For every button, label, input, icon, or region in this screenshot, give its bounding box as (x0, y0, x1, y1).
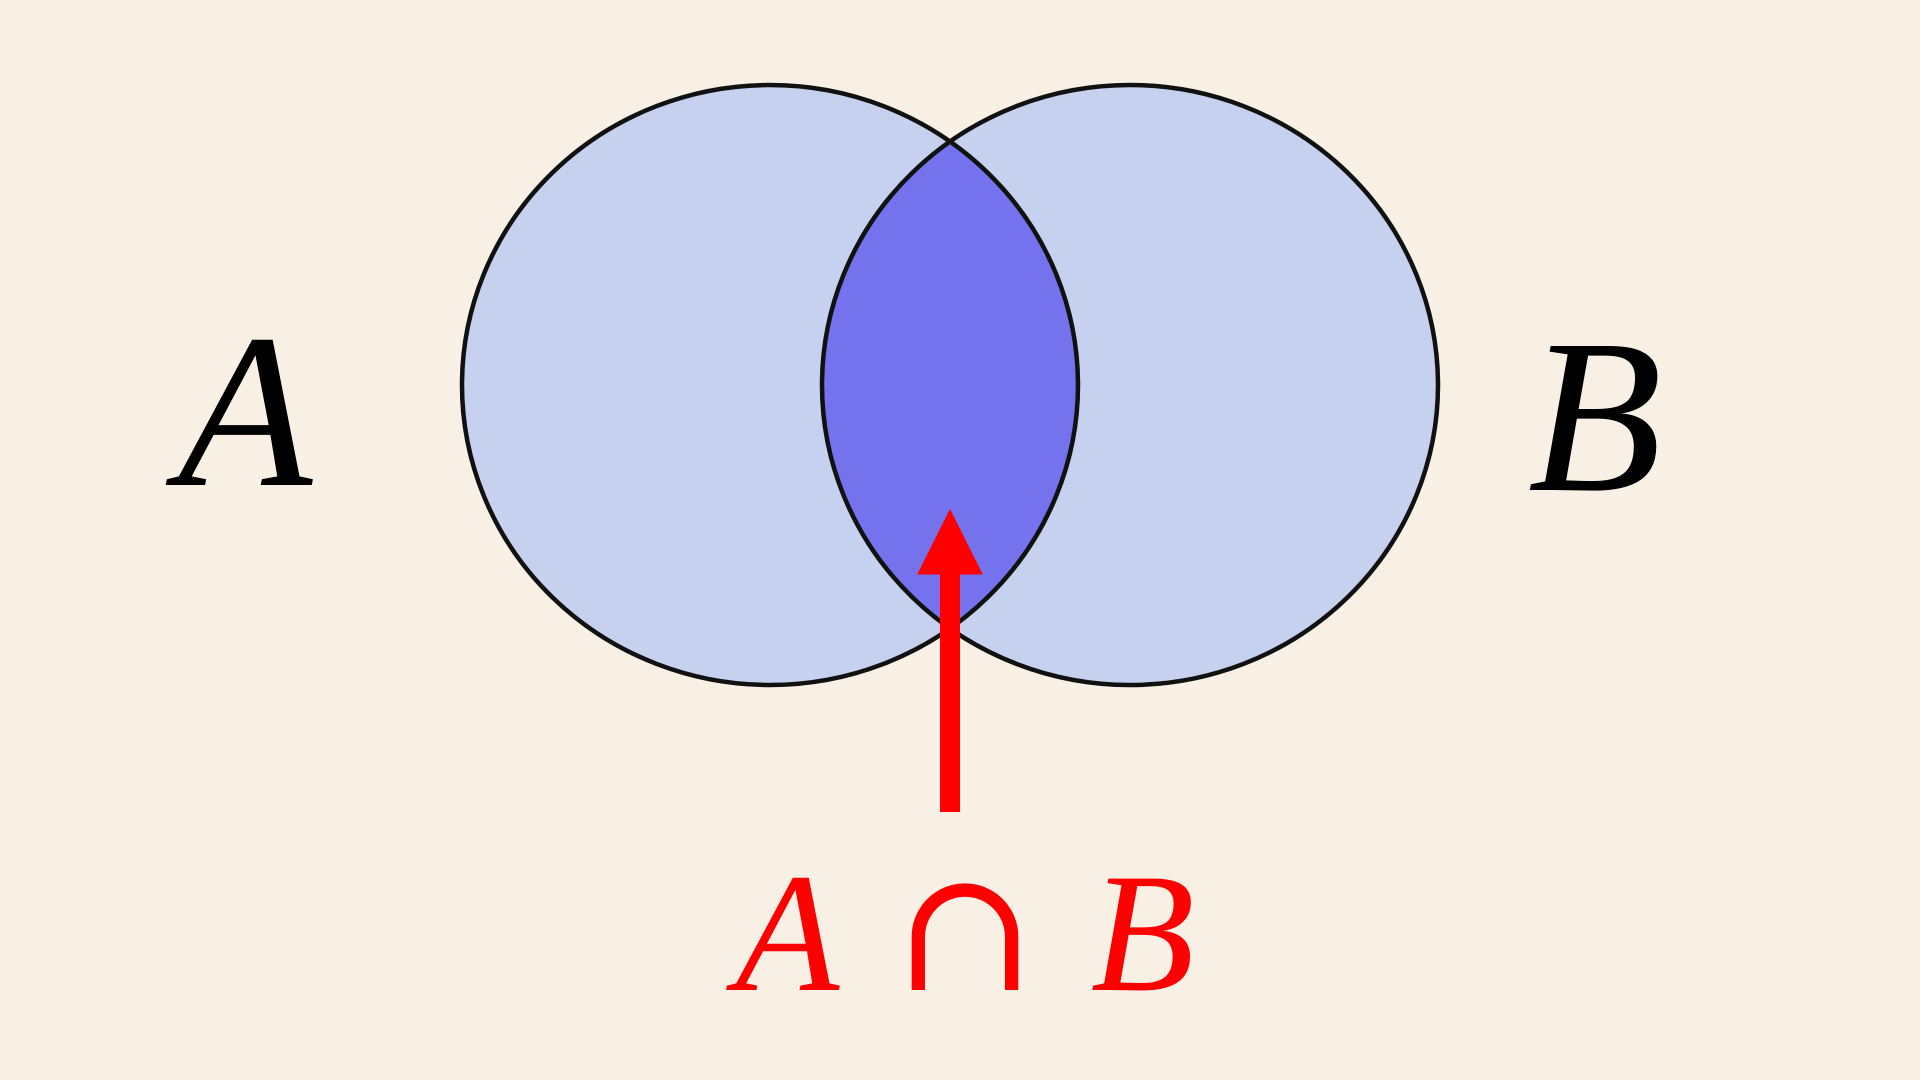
intersection-operator: ∩ (894, 833, 1036, 1031)
intersection-label-set-b: B (1091, 839, 1195, 1027)
intersection-label-set-a: A (725, 839, 840, 1027)
set-b-label: B (1528, 294, 1662, 538)
set-b-outline (819, 82, 1441, 688)
set-a-outline (459, 82, 1081, 688)
set-a-label: A (165, 289, 314, 533)
intersection-region (822, 85, 1078, 685)
intersection-arrow-head (917, 508, 983, 575)
intersection-label: A ∩ B (725, 833, 1194, 1031)
